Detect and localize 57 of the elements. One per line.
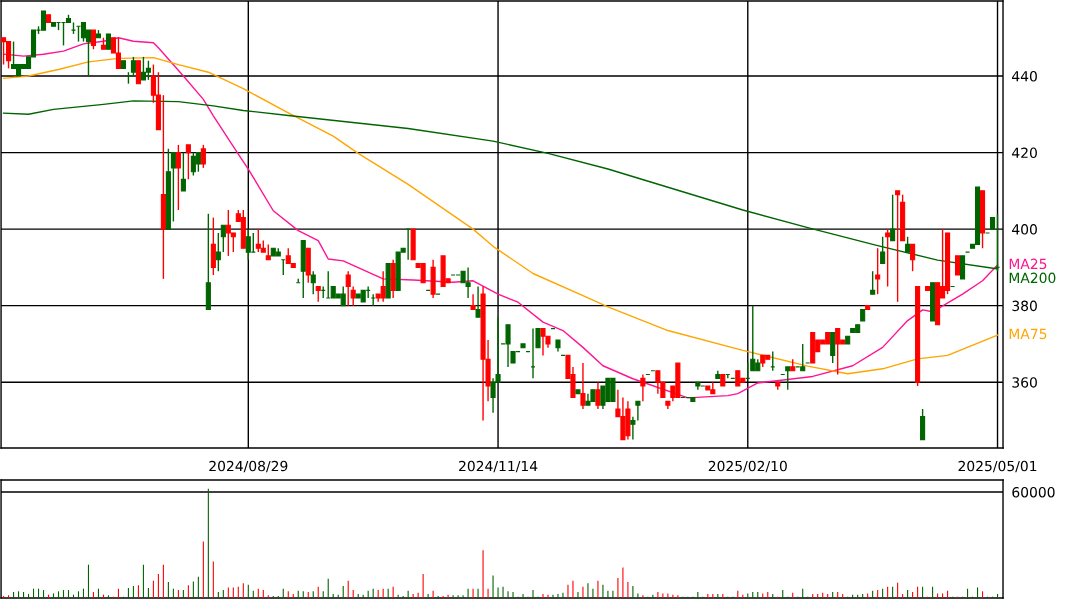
candlestick — [910, 243, 916, 272]
candlestick — [1, 37, 7, 66]
candlestick — [210, 216, 216, 276]
candlestick — [580, 362, 586, 410]
candlestick — [380, 270, 386, 303]
candlestick — [185, 144, 191, 181]
y-tick-label: 360 — [1012, 377, 1037, 388]
candlestick — [475, 285, 481, 318]
candlestick — [875, 247, 881, 295]
candlestick — [870, 270, 876, 295]
candlestick — [800, 343, 806, 372]
candlestick — [90, 29, 97, 50]
candlestick — [340, 285, 346, 307]
y-tick-label: 420 — [1012, 147, 1037, 159]
x-tick-label: 2024/11/14 — [459, 460, 538, 473]
candlestick — [885, 228, 891, 288]
x-tick-label: 2025/02/10 — [708, 460, 787, 473]
candlestick — [830, 331, 836, 364]
candlestick — [750, 304, 756, 372]
candlestick — [785, 366, 791, 391]
candlestick — [640, 373, 646, 403]
x-tick-label: 2024/08/29 — [209, 460, 288, 473]
candlestick — [215, 232, 221, 272]
candlestick — [40, 10, 47, 31]
candlestick — [635, 400, 641, 422]
candlestick — [835, 327, 841, 376]
candlestick — [955, 255, 961, 276]
candlestick — [310, 270, 316, 295]
candlestick — [130, 56, 136, 77]
series-label: MA25 — [1009, 258, 1047, 270]
candlestick — [145, 60, 151, 81]
x-tick-label: 2025/05/01 — [958, 460, 1037, 473]
candlestick — [195, 151, 201, 173]
y-tick-label: 400 — [1012, 224, 1037, 235]
candlestick — [245, 228, 251, 261]
candlestick — [350, 285, 356, 307]
series-label: MA200 — [1009, 272, 1056, 284]
candlestick — [595, 381, 601, 410]
candlestick — [895, 190, 901, 303]
candlestick — [135, 60, 141, 85]
candlestick — [880, 236, 886, 265]
candlestick — [890, 193, 896, 242]
series-label: MA75 — [1009, 328, 1047, 340]
candlestick — [200, 144, 206, 169]
candlestick — [80, 21, 87, 43]
y-tick-label: 380 — [1012, 300, 1037, 312]
candlestick — [175, 144, 181, 211]
candlestick — [470, 293, 476, 311]
candlestick — [920, 408, 926, 441]
candlestick — [115, 37, 121, 70]
candlestick — [345, 270, 351, 307]
candlestick — [630, 415, 636, 441]
candlestick — [220, 224, 226, 253]
candlestick — [170, 151, 176, 223]
y-tick-label: 60000 — [1012, 486, 1055, 498]
candlestick — [180, 151, 186, 192]
y-tick-label: 440 — [1012, 71, 1037, 82]
